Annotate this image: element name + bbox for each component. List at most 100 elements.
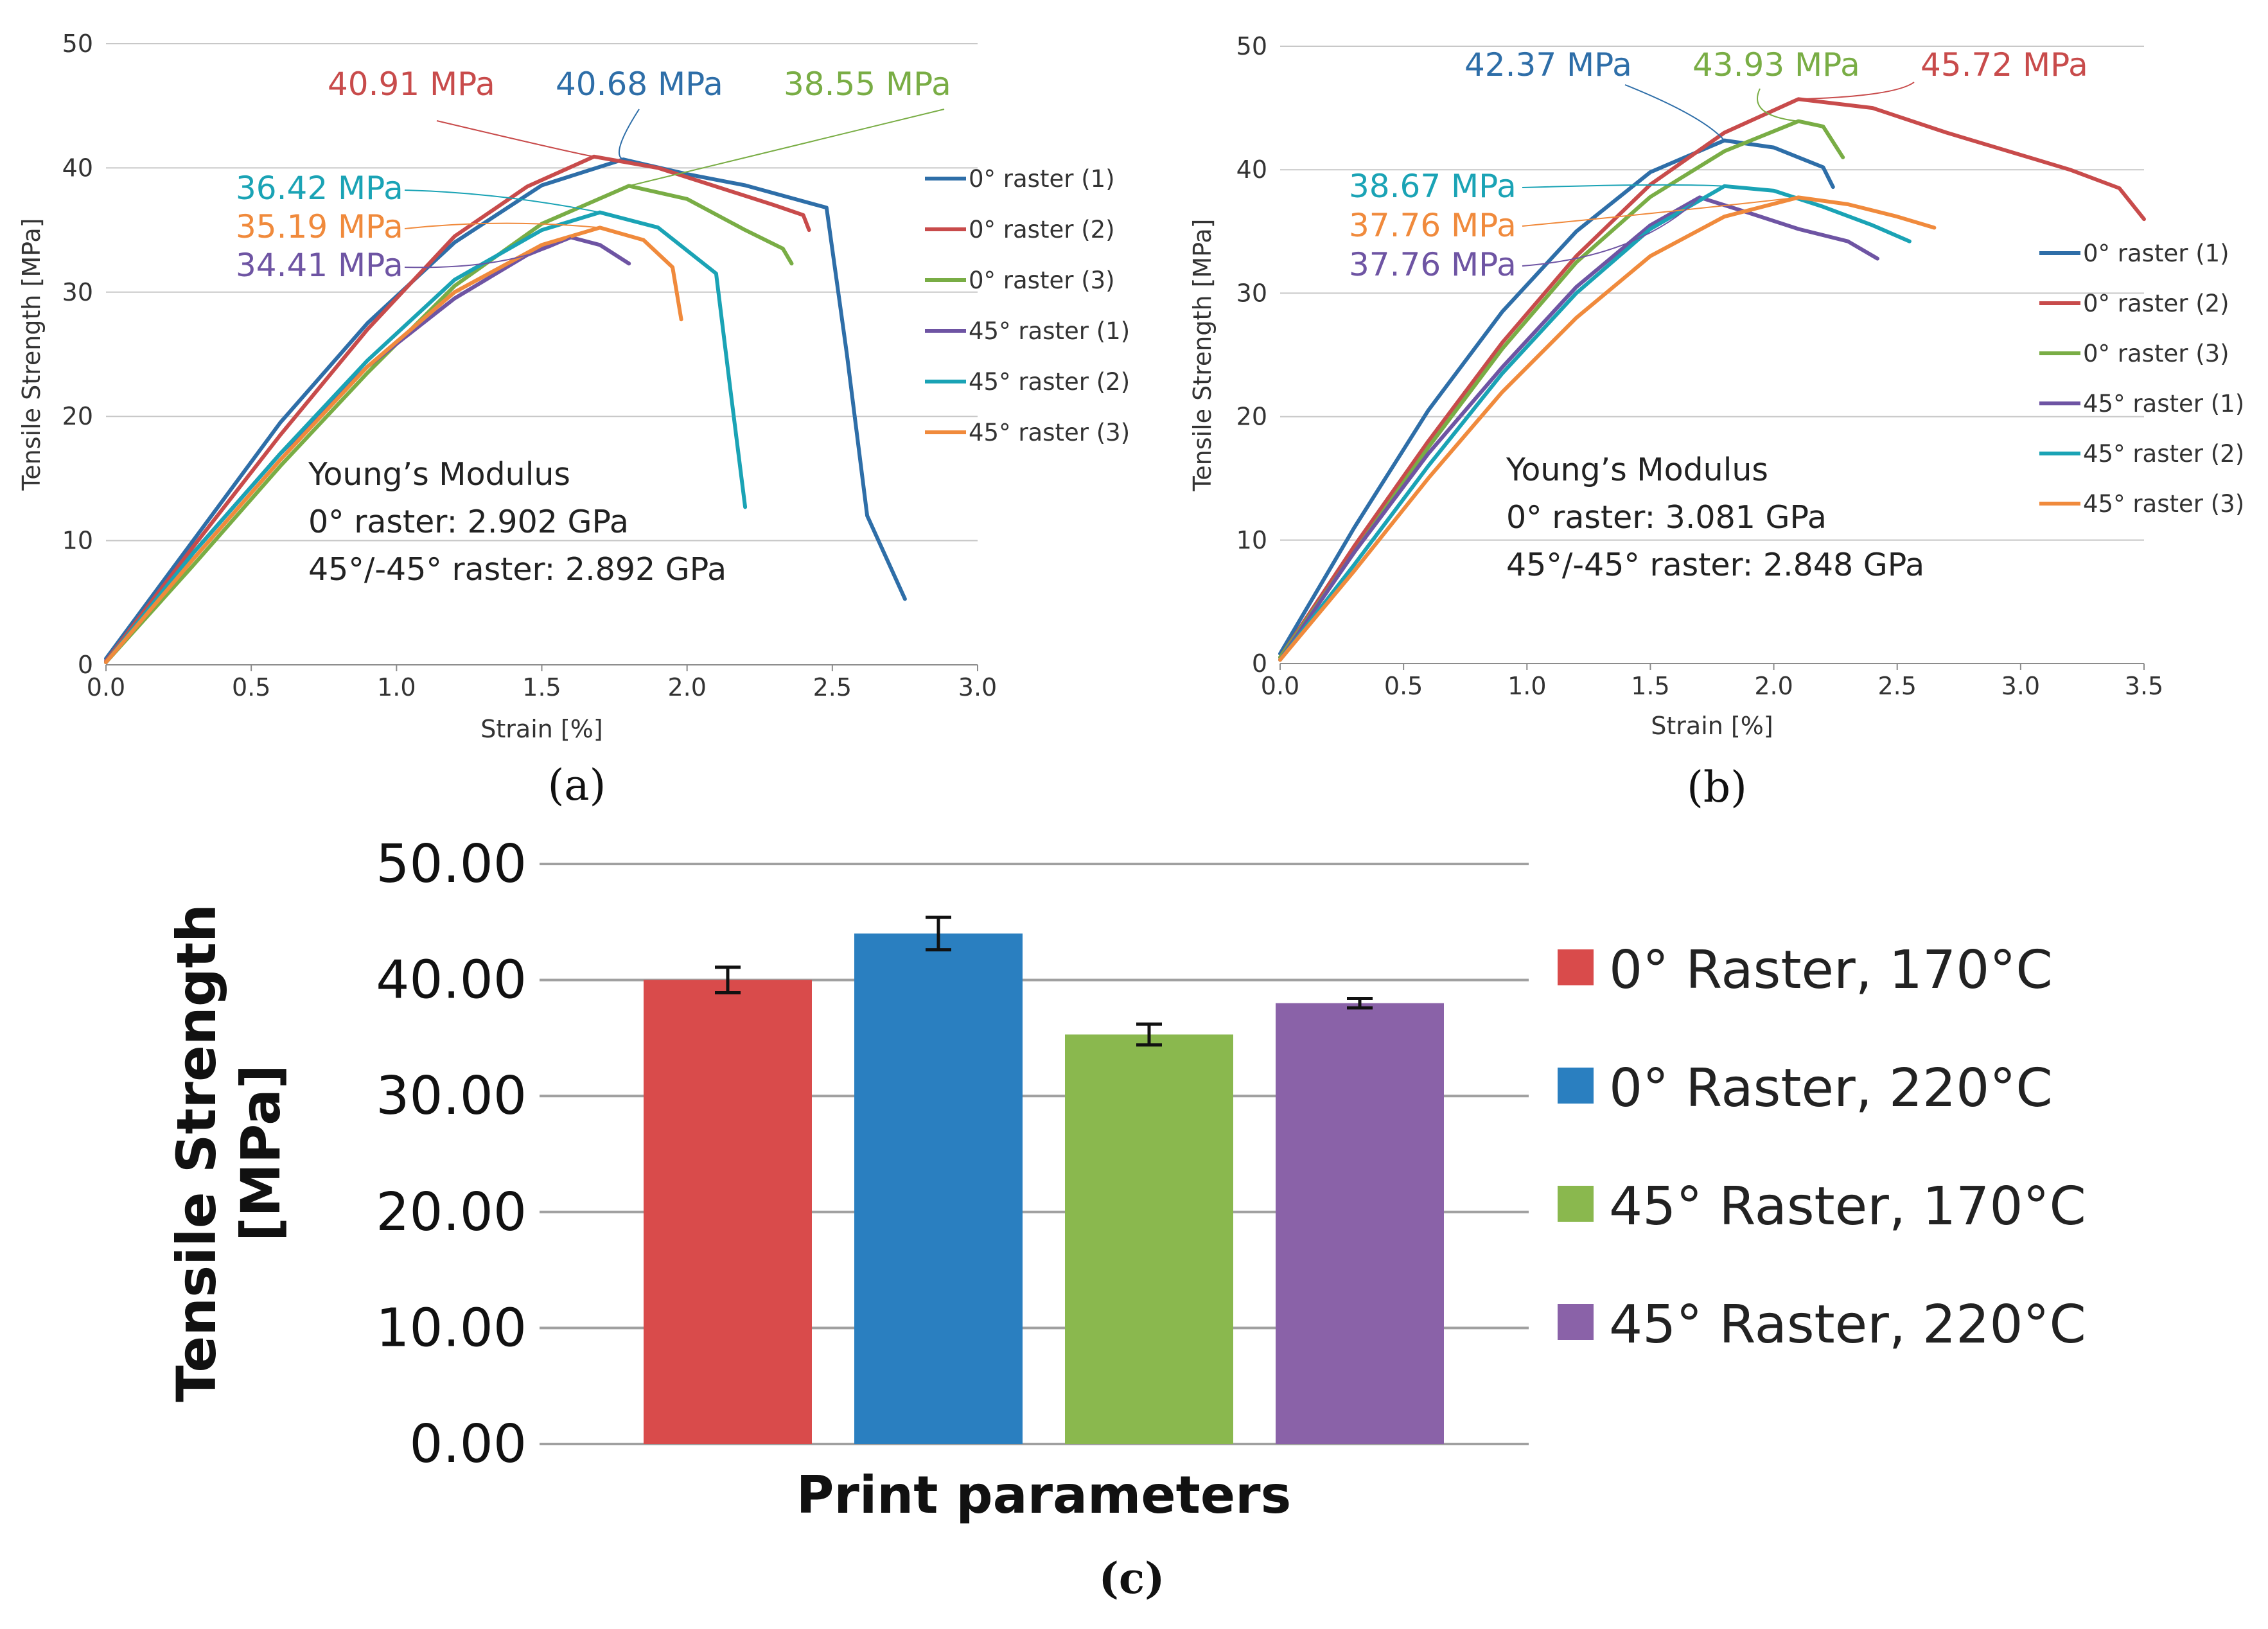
chart-a: 0 10 20 30 40 50 0.0 0.5 1.0 1.5 2.0 2.5 3.0 Strain [… (17, 30, 1130, 810)
panel-label: (a) (548, 761, 606, 810)
legend-label: 45° raster (2) (969, 368, 1130, 396)
x-tick-label: 0.5 (232, 673, 270, 701)
legend-swatch (1558, 1186, 1594, 1222)
bar-4 (1276, 1003, 1444, 1444)
y-tick-label: 10.00 (376, 1298, 527, 1359)
x-tick-label: 1.0 (377, 673, 416, 701)
annotation-leader (404, 189, 601, 213)
x-tick-label: 2.0 (1754, 672, 1793, 700)
x-tick-label: 2.5 (1877, 672, 1916, 700)
x-tick-label: 2.5 (813, 673, 852, 701)
y-tick-label: 50 (1236, 32, 1267, 60)
annotation-leader (404, 236, 572, 269)
legend-swatch (1558, 949, 1594, 985)
x-tick-label: 3.0 (2001, 672, 2040, 700)
x-axis-label: Print parameters (796, 1465, 1291, 1525)
series-line-6 (104, 225, 683, 665)
y-tick-label: 50.00 (376, 834, 527, 895)
y-tick-label: 40.00 (376, 950, 527, 1011)
series-line-4 (104, 235, 631, 665)
y-tick-label: 30 (1236, 279, 1267, 307)
y-tick-label: 10 (62, 527, 93, 555)
series-line-4 (1278, 195, 1879, 662)
y-tick-label: 20 (1236, 403, 1267, 431)
annotation-leader (618, 109, 640, 161)
modulus-text: Young’s Modulus (308, 456, 570, 493)
y-tick-label: 50 (62, 30, 93, 58)
y-tick-label: 0 (1252, 649, 1267, 678)
x-tick-label: 3.5 (2125, 672, 2163, 700)
y-axis-label-unit: [MPa] (229, 1064, 292, 1242)
y-axis-label: Tensile Strength [MPa] (1188, 219, 1217, 492)
y-tick-label: 20.00 (376, 1182, 527, 1243)
peak-annotation: 34.41 MPa (236, 247, 403, 284)
x-axis-label: Strain [%] (480, 715, 602, 743)
legend-label: 0° Raster, 170°C (1609, 940, 2053, 1001)
legend-swatch (1558, 1304, 1594, 1340)
y-tick-label: 40 (1236, 155, 1267, 184)
legend-label: 0° Raster, 220°C (1609, 1058, 2053, 1119)
peak-annotation: 36.42 MPa (236, 170, 403, 207)
legend-swatch (1558, 1068, 1594, 1104)
legend-label: 45° raster (3) (2083, 490, 2244, 518)
peak-annotation: 45.72 MPa (1921, 46, 2088, 84)
series-line-3 (104, 184, 794, 665)
legend-label: 45° Raster, 220°C (1609, 1294, 2086, 1355)
annotation-leader (628, 109, 945, 187)
y-tick-label: 30 (62, 278, 93, 306)
x-tick-label: 0.5 (1384, 672, 1423, 700)
legend-label: 0° raster (1) (2083, 240, 2229, 267)
modulus-text: 45°/-45° raster: 2.892 GPa (308, 551, 726, 588)
chart-c: 0.00 10.00 20.00 30.00 40.00 50.00 Print param… (165, 834, 2086, 1603)
x-axis-label: Strain [%] (1651, 712, 1773, 740)
series-line-6 (1278, 195, 1937, 662)
legend-label: 0° raster (2) (969, 216, 1115, 243)
x-tick-label: 0.0 (87, 673, 125, 701)
peak-annotation: 37.76 MPa (1349, 207, 1516, 244)
series-line-5 (104, 210, 748, 665)
series-line-2 (104, 154, 811, 664)
annotation-leader (1522, 197, 1799, 227)
y-tick-label: 40 (62, 154, 93, 182)
series-line-5 (1278, 184, 1912, 662)
y-axis-label: Tensile Strength (165, 904, 228, 1402)
legend-label: 0° raster (2) (2083, 290, 2229, 317)
modulus-text: Young’s Modulus (1506, 452, 1768, 488)
x-tick-label: 1.5 (1631, 672, 1669, 700)
annotation-leader (1624, 84, 1725, 141)
legend-label: 45° raster (2) (2083, 440, 2244, 468)
legend-label: 45° raster (1) (2083, 390, 2244, 418)
annotation-leader (404, 222, 601, 229)
y-tick-label: 10 (1236, 526, 1267, 554)
legend-label: 45° raster (1) (969, 317, 1130, 345)
legend-label: 0° raster (3) (2083, 340, 2229, 367)
modulus-text: 0° raster: 2.902 GPa (308, 504, 629, 540)
annotation-leader (1522, 197, 1700, 267)
annotation-leader (1757, 88, 1799, 122)
annotation-leader (436, 120, 595, 157)
x-tick-label: 3.0 (958, 673, 997, 701)
chart-b: 0 10 20 30 40 50 0.0 0.5 1.0 1.5 2.0 2.5 3.0 3.5 Strai… (1188, 32, 2244, 812)
x-tick-label: 1.5 (522, 673, 561, 701)
bar-2 (854, 933, 1023, 1444)
y-axis-label: Tensile Strength [MPa] (17, 218, 46, 491)
peak-annotation: 43.93 MPa (1692, 46, 1860, 84)
legend-label: 45° raster (3) (969, 419, 1130, 446)
legend-label: 0° raster (1) (969, 165, 1115, 193)
annotation-leader (1798, 82, 1915, 100)
peak-annotation: 38.55 MPa (784, 66, 951, 103)
peak-annotation: 40.68 MPa (556, 66, 723, 103)
x-tick-label: 1.0 (1508, 672, 1546, 700)
x-tick-label: 0.0 (1261, 672, 1299, 700)
series-line-2 (1278, 97, 2146, 660)
y-tick-label: 0.00 (409, 1414, 527, 1475)
peak-annotation: 37.76 MPa (1349, 246, 1516, 283)
annotation-leader (1522, 184, 1725, 188)
peak-annotation: 42.37 MPa (1464, 46, 1632, 84)
modulus-text: 45°/-45° raster: 2.848 GPa (1506, 547, 1924, 583)
legend-label: 0° raster (3) (969, 267, 1115, 294)
y-tick-label: 20 (62, 402, 93, 430)
bar-1 (644, 980, 812, 1444)
peak-annotation: 35.19 MPa (236, 208, 403, 245)
